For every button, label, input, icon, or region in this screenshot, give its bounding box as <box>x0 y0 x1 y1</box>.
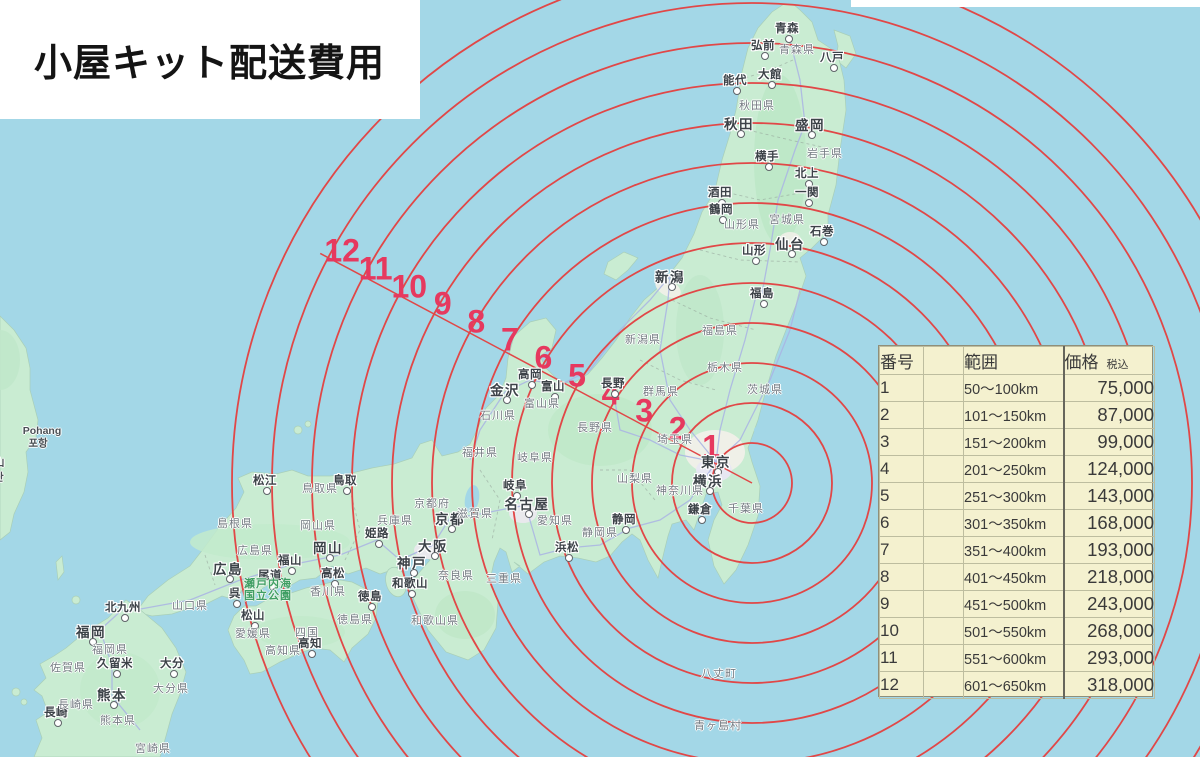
goto-island <box>20 698 28 706</box>
row-number: 9 <box>879 590 924 618</box>
row-range: 50〜100km <box>963 374 1064 402</box>
row-price: 243,000 <box>1062 590 1155 618</box>
tsushima-island <box>55 555 65 581</box>
row-number: 11 <box>879 644 924 672</box>
header-price: 価格 税込 <box>1062 346 1155 375</box>
table-row: 2 101〜150km 87,000 <box>879 401 1155 429</box>
row-range: 551〜600km <box>963 644 1064 672</box>
row-price: 268,000 <box>1062 617 1155 645</box>
table-row: 3 151〜200km 99,000 <box>879 428 1155 456</box>
row-price: 99,000 <box>1062 428 1155 456</box>
header-number: 番号 <box>879 346 924 375</box>
table-row: 5 251〜300km 143,000 <box>879 482 1155 510</box>
table-header-row: 番号 範囲 価格 税込 <box>879 346 1155 375</box>
iki-island <box>71 595 81 605</box>
row-range: 201〜250km <box>963 455 1064 483</box>
delivery-ring-50km <box>711 442 793 524</box>
row-number: 10 <box>879 617 924 645</box>
table-row: 7 351〜400km 193,000 <box>879 536 1155 564</box>
table-row: 11 551〜600km 293,000 <box>879 644 1155 672</box>
oki-island <box>293 425 303 435</box>
row-blank <box>923 617 964 645</box>
row-number: 7 <box>879 536 924 564</box>
bottom-margin <box>0 757 1200 772</box>
row-number: 4 <box>879 455 924 483</box>
oki-island <box>304 420 312 428</box>
top-margin <box>851 0 1200 7</box>
row-range: 301〜350km <box>963 509 1064 537</box>
row-range: 401〜450km <box>963 563 1064 591</box>
header-tax-note: 税込 <box>1106 359 1129 371</box>
delivery-ring-100km <box>671 402 833 564</box>
row-number: 12 <box>879 671 924 699</box>
row-price: 218,000 <box>1062 563 1155 591</box>
row-blank <box>923 428 964 456</box>
row-blank <box>923 644 964 672</box>
row-number: 6 <box>879 509 924 537</box>
row-price: 193,000 <box>1062 536 1155 564</box>
row-blank <box>923 374 964 402</box>
row-number: 5 <box>879 482 924 510</box>
row-range: 101〜150km <box>963 401 1064 429</box>
delivery-ring-650km <box>231 0 1200 772</box>
header-blank <box>923 346 964 375</box>
row-blank <box>923 401 964 429</box>
delivery-ring-600km <box>271 2 1200 772</box>
delivery-ring-150km <box>631 362 873 604</box>
sado-island <box>603 251 639 281</box>
row-blank <box>923 455 964 483</box>
row-range: 251〜300km <box>963 482 1064 510</box>
row-blank <box>923 590 964 618</box>
table-row: 1 50〜100km 75,000 <box>879 374 1155 402</box>
row-price: 124,000 <box>1062 455 1155 483</box>
row-number: 3 <box>879 428 924 456</box>
table-row: 12 601〜650km 318,000 <box>879 671 1155 699</box>
row-range: 151〜200km <box>963 428 1064 456</box>
row-price: 143,000 <box>1062 482 1155 510</box>
row-range: 501〜550km <box>963 617 1064 645</box>
row-price: 168,000 <box>1062 509 1155 537</box>
honshu-landmass <box>135 3 847 661</box>
lake-kasumigaura <box>754 426 766 434</box>
page-title: 小屋キット配送費用 <box>34 43 386 85</box>
row-price: 75,000 <box>1062 374 1155 402</box>
table-row: 4 201〜250km 124,000 <box>879 455 1155 483</box>
row-blank <box>923 536 964 564</box>
terrain-shading <box>0 75 806 728</box>
header-price-label: 価格 <box>1064 353 1099 372</box>
table-row: 6 301〜350km 168,000 <box>879 509 1155 537</box>
row-number: 1 <box>879 374 924 402</box>
hokkaido-tip <box>833 29 857 69</box>
row-number: 8 <box>879 563 924 591</box>
row-blank <box>923 509 964 537</box>
row-blank <box>923 671 964 699</box>
title-box: 小屋キット配送費用 <box>0 0 420 119</box>
row-blank <box>923 563 964 591</box>
row-price: 318,000 <box>1062 671 1155 699</box>
price-table-grid: 番号 範囲 価格 税込 1 50〜100km 75,000 2 101〜150km 87,0… <box>879 346 1155 699</box>
price-table: 番号 範囲 価格 税込 1 50〜100km 75,000 2 101〜150km 87,0… <box>878 345 1155 699</box>
row-blank <box>923 482 964 510</box>
goto-island <box>11 687 21 697</box>
header-range: 範囲 <box>963 346 1064 375</box>
table-row: 9 451〜500km 243,000 <box>879 590 1155 618</box>
table-row: 8 401〜450km 218,000 <box>879 563 1155 591</box>
row-number: 2 <box>879 401 924 429</box>
row-price: 293,000 <box>1062 644 1155 672</box>
major-roads <box>99 39 806 731</box>
table-row: 10 501〜550km 268,000 <box>879 617 1155 645</box>
row-range: 351〜400km <box>963 536 1064 564</box>
radial-distance-line <box>319 252 753 484</box>
row-range: 451〜500km <box>963 590 1064 618</box>
row-price: 87,000 <box>1062 401 1155 429</box>
delivery-ring-550km <box>311 42 1193 772</box>
row-range: 601〜650km <box>963 671 1064 699</box>
